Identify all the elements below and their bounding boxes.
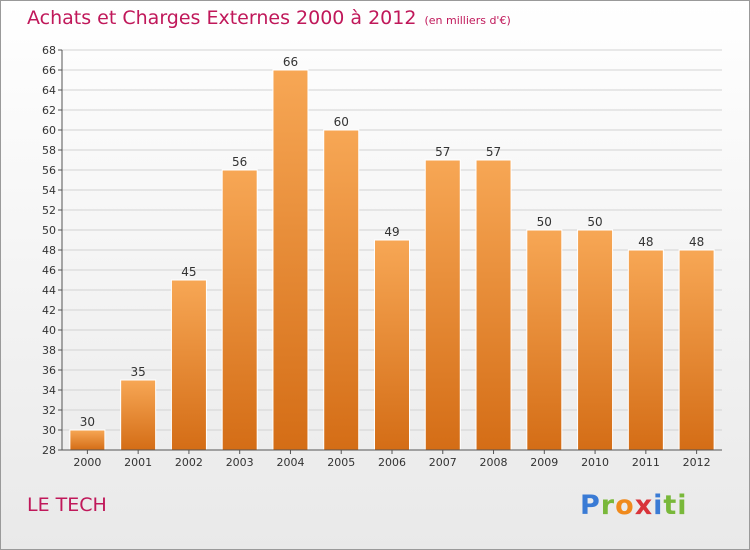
- data-label: 30: [80, 415, 95, 429]
- x-tick-label: 2012: [683, 456, 711, 469]
- y-tick-label: 66: [42, 64, 56, 77]
- bar: [69, 429, 106, 451]
- bar: [120, 379, 157, 451]
- data-label: 57: [486, 145, 501, 159]
- data-label: 66: [283, 55, 298, 69]
- logo-letter: o: [615, 490, 635, 521]
- y-tick-label: 28: [42, 444, 56, 457]
- data-label: 60: [334, 115, 349, 129]
- proxiti-logo: Proxiti: [580, 490, 688, 521]
- y-tick-label: 56: [42, 164, 56, 177]
- data-label: 49: [384, 225, 399, 239]
- y-tick-label: 30: [42, 424, 56, 437]
- x-tick-label: 2006: [378, 456, 406, 469]
- bar: [678, 249, 715, 451]
- bar: [323, 129, 360, 451]
- y-tick-label: 32: [42, 404, 56, 417]
- y-tick-label: 60: [42, 124, 56, 137]
- bar: [272, 69, 309, 451]
- x-tick-label: 2003: [226, 456, 254, 469]
- logo-letter: P: [580, 490, 601, 521]
- bar: [374, 239, 410, 451]
- data-label: 45: [181, 265, 196, 279]
- data-label: 48: [638, 235, 653, 249]
- data-label: 50: [537, 215, 552, 229]
- x-tick-label: 2002: [175, 456, 203, 469]
- data-label: 50: [587, 215, 602, 229]
- x-tick-label: 2007: [429, 456, 457, 469]
- y-tick-label: 62: [42, 104, 56, 117]
- y-tick-label: 50: [42, 224, 56, 237]
- y-tick-label: 40: [42, 324, 56, 337]
- y-tick-label: 48: [42, 244, 56, 257]
- chart-title: Achats et Charges Externes 2000 à 2012 (e…: [27, 7, 511, 29]
- x-tick-label: 2001: [124, 456, 152, 469]
- logo-letter: x: [634, 490, 654, 521]
- x-tick-label: 2008: [480, 456, 508, 469]
- logo-letter: i: [653, 490, 664, 521]
- data-label: 56: [232, 155, 247, 169]
- y-tick-label: 68: [42, 44, 56, 57]
- y-tick-label: 34: [42, 384, 56, 397]
- x-tick-label: 2005: [327, 456, 355, 469]
- logo-letter: r: [600, 490, 616, 521]
- x-tick-label: 2011: [632, 456, 660, 469]
- bar: [170, 279, 207, 451]
- bar: [577, 229, 614, 451]
- data-label: 57: [435, 145, 450, 159]
- x-tick-label: 2004: [276, 456, 304, 469]
- x-tick-label: 2010: [581, 456, 609, 469]
- y-tick-label: 58: [42, 144, 56, 157]
- y-tick-label: 44: [42, 284, 56, 297]
- bar: [627, 249, 664, 451]
- title-text: Achats et Charges Externes 2000 à 2012: [27, 7, 417, 29]
- y-tick-label: 46: [42, 264, 56, 277]
- y-tick-label: 52: [42, 204, 56, 217]
- x-tick-label: 2000: [73, 456, 101, 469]
- logo-letter: ti: [663, 490, 688, 521]
- bar: [526, 229, 563, 451]
- bar: [221, 169, 258, 451]
- y-tick-label: 36: [42, 364, 56, 377]
- place-name: LE TECH: [27, 494, 107, 516]
- data-label: 35: [131, 365, 146, 379]
- x-tick-label: 2009: [530, 456, 558, 469]
- y-tick-label: 42: [42, 304, 56, 317]
- y-tick-label: 38: [42, 344, 56, 357]
- y-tick-label: 54: [42, 184, 56, 197]
- data-label: 48: [689, 235, 704, 249]
- title-unit: (en milliers d'€): [424, 14, 511, 27]
- y-tick-label: 64: [42, 84, 56, 97]
- bar: [475, 159, 512, 451]
- bar: [424, 159, 461, 451]
